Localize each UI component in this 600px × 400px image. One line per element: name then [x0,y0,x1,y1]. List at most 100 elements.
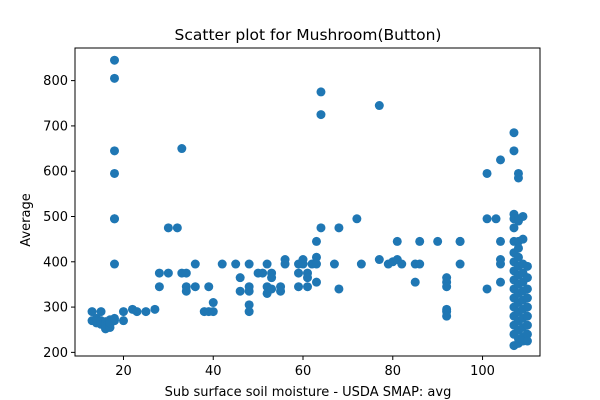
y-tick-label: 300 [43,301,68,316]
x-tick-label: 80 [385,364,402,379]
scatter-point [132,307,142,317]
scatter-point [267,273,277,283]
scatter-point [329,259,339,269]
scatter-point [181,286,191,296]
scatter-point [294,268,304,278]
scatter-point [522,336,532,346]
scatter-point [208,307,218,317]
scatter-point [303,273,312,283]
scatter-point [311,236,321,246]
scatter-point [513,243,523,253]
scatter-point [356,259,366,269]
y-tick-label: 700 [43,119,68,134]
scatter-point [509,223,519,233]
scatter-point [522,311,532,321]
scatter-point [150,304,160,314]
y-tick-label: 600 [43,165,68,180]
scatter-point [235,286,245,296]
scatter-point [303,282,312,292]
scatter-point [522,293,532,303]
scatter-point [316,110,326,120]
scatter-point [509,128,519,138]
scatter-point [109,73,119,83]
scatter-point [190,259,200,269]
scatter-point [316,223,326,233]
y-tick-label: 500 [43,210,68,225]
scatter-point [316,87,326,97]
y-tick-label: 800 [43,74,68,89]
scatter-point [522,284,532,294]
scatter-point [217,259,227,269]
scatter-point [397,259,407,269]
scatter-point [334,223,344,233]
scatter-point [235,273,245,283]
y-tick-label: 400 [43,255,68,270]
x-tick-label: 100 [470,364,495,379]
scatter-point [280,259,290,269]
scatter-point [509,146,519,156]
scatter-point [496,155,506,165]
scatter-point [392,236,402,246]
scatter-point [267,284,277,294]
scatter-point [118,316,128,326]
axis-ticks: 20 40 60 80 100 200 300 400 500 600 700 800 [43,74,495,379]
scatter-point [258,268,268,278]
scatter-point [311,252,321,262]
scatter-point [109,146,119,156]
scatter-point [496,259,506,269]
scatter-point [455,236,465,246]
scatter-point [482,214,492,224]
scatter-point [513,173,523,183]
scatter-point [244,259,254,269]
scatter-point [334,284,344,294]
scatter-point [522,261,532,271]
x-axis-label: Sub surface soil moisture - USDA SMAP: a… [165,385,452,400]
scatter-point [118,307,128,317]
scatter-point [311,259,321,269]
scatter-point [141,307,151,317]
scatter-point [522,273,532,283]
data-points [87,55,532,351]
scatter-point [109,168,119,178]
scatter-point [204,282,214,292]
plot-frame [74,47,541,357]
scatter-point [177,144,187,154]
scatter-point [244,307,254,317]
scatter-point [415,236,425,246]
scatter-point [442,311,452,321]
scatter-point [513,252,523,262]
scatter-point [163,223,173,233]
scatter-point [172,223,182,233]
scatter-point [482,284,492,294]
scatter-point [496,277,506,287]
scatter-point [352,214,362,224]
chart-title: Scatter plot for Mushroom(Button) [175,26,442,44]
scatter-point [374,101,384,111]
scatter-point [522,320,532,330]
scatter-point [433,236,443,246]
scatter-point [276,286,286,296]
scatter-point [154,282,164,292]
scatter-point [522,302,532,312]
scatter-point [208,298,218,308]
y-tick-label: 200 [43,346,68,361]
x-tick-label: 60 [295,364,312,379]
scatter-point [410,277,420,287]
scatter-point [496,236,506,246]
scatter-point [181,268,191,278]
y-axis-label: Average [19,193,34,246]
scatter-point [415,259,425,269]
scatter-point [491,214,501,224]
scatter-point [163,268,173,278]
scatter-point [311,277,321,287]
scatter-point [482,168,492,178]
scatter-point [96,307,106,317]
scatter-point [518,234,528,244]
scatter-point [109,313,119,323]
scatter-point [518,211,528,221]
scatter-point [154,268,164,278]
scatter-point [455,259,465,269]
scatter-point [244,286,254,296]
x-tick-label: 20 [115,364,132,379]
scatter-point [231,259,241,269]
